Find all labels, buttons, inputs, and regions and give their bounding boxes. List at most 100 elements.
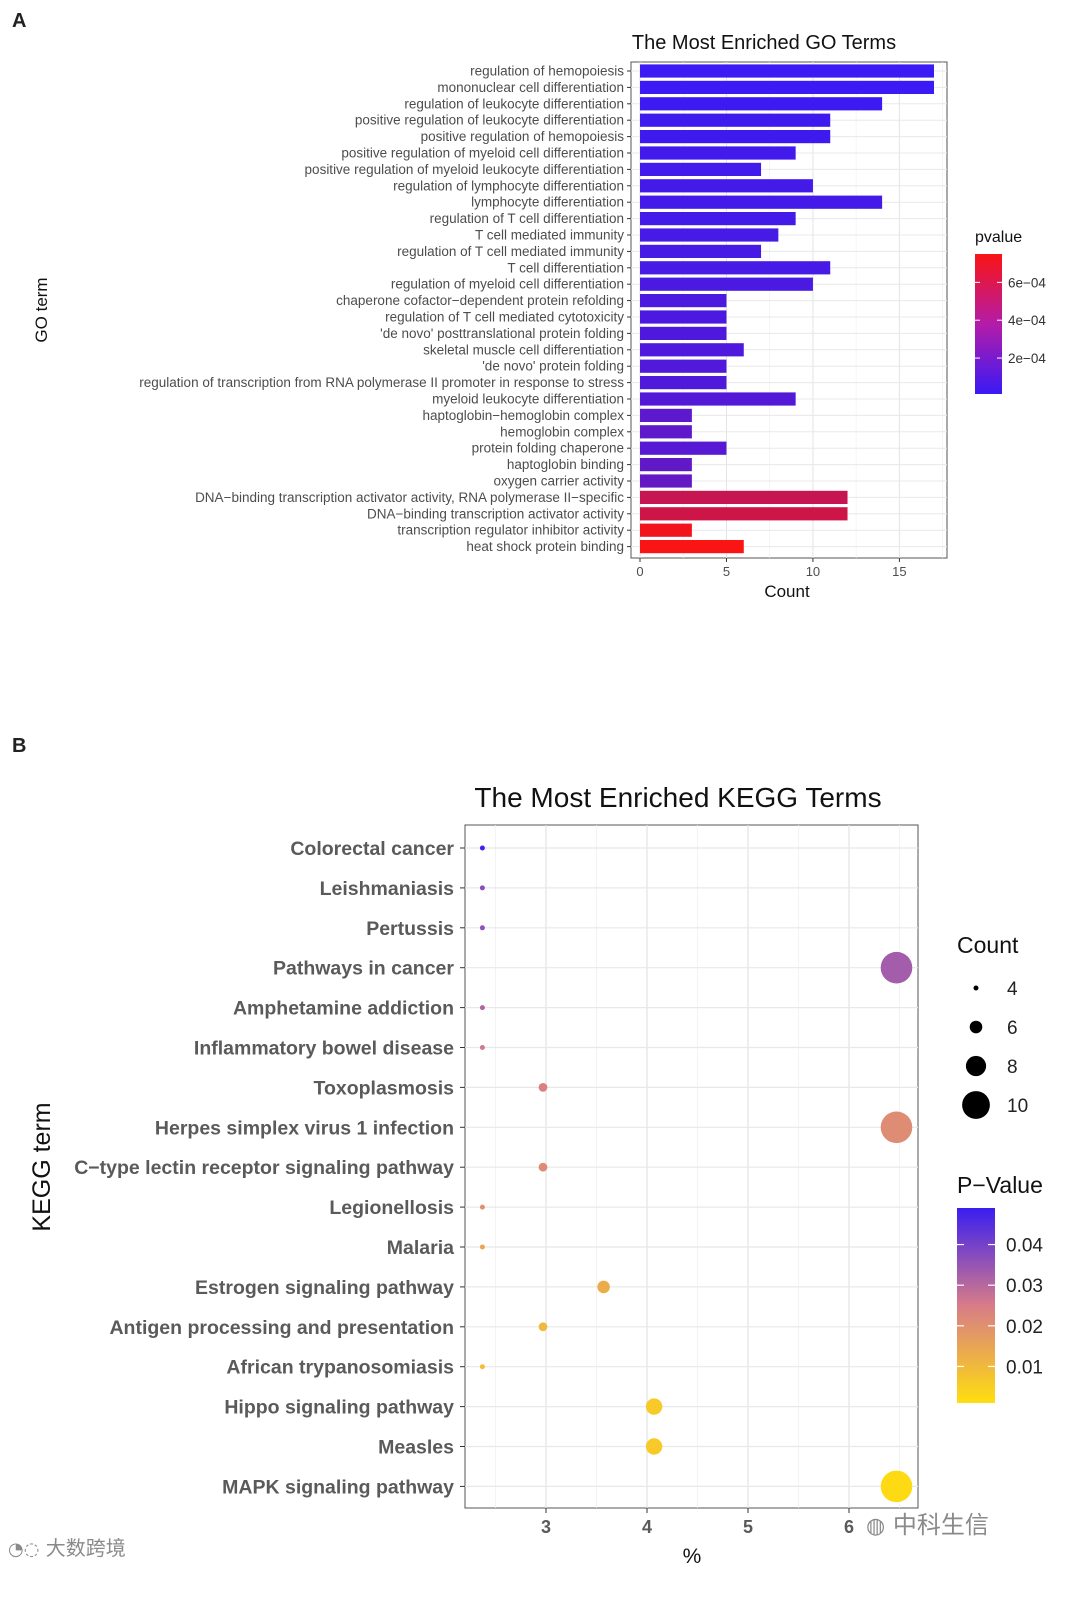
go-bar: [640, 376, 727, 390]
kegg-y-tick-label: Measles: [378, 1437, 454, 1459]
go-y-tick-label: T cell differentiation: [507, 260, 624, 275]
kegg-y-tick-label: Malaria: [387, 1237, 454, 1259]
kegg-x-tick-label: 6: [844, 1517, 854, 1537]
go-bar: [640, 507, 848, 521]
go-legend-tick-label: 6e−04: [1008, 275, 1046, 290]
go-y-tick-label: mononuclear cell differentiation: [437, 80, 624, 95]
kegg-y-tick-label: Herpes simplex virus 1 infection: [155, 1117, 454, 1139]
go-bar: [640, 212, 796, 226]
kegg-size-legend-label: 10: [1007, 1096, 1028, 1117]
go-y-tick-label: regulation of T cell differentiation: [430, 211, 624, 226]
kegg-point: [880, 1470, 913, 1503]
kegg-size-legend-label: 6: [1007, 1018, 1018, 1039]
go-bar: [640, 162, 762, 176]
go-bar: [640, 392, 796, 406]
go-bar: [640, 540, 744, 554]
kegg-size-legend-label: 4: [1007, 979, 1018, 1000]
go-bar: [640, 80, 934, 94]
go-bar: [640, 179, 813, 193]
go-y-tick-label: 'de novo' posttranslational protein fold…: [380, 326, 624, 341]
go-bar: [640, 113, 831, 127]
kegg-y-tick-label: Colorectal cancer: [290, 838, 454, 860]
kegg-size-legend-dot: [962, 1091, 990, 1119]
kegg-point: [479, 1204, 485, 1210]
kegg-color-legend-tick-label: 0.04: [1006, 1236, 1043, 1257]
kegg-point: [645, 1438, 663, 1455]
kegg-point: [538, 1083, 548, 1092]
kegg-y-tick-label: Toxoplasmosis: [313, 1077, 454, 1099]
kegg-point: [479, 925, 485, 931]
kegg-point: [538, 1162, 548, 1172]
kegg-y-tick-label: C−type lectin receptor signaling pathway: [74, 1157, 454, 1179]
go-bar: [640, 130, 831, 144]
kegg-y-axis-title: KEGG term: [28, 1102, 56, 1231]
go-bar: [640, 261, 831, 275]
kegg-point: [479, 1005, 485, 1011]
go-y-tick-label: regulation of hemopoiesis: [470, 64, 624, 79]
kegg-y-tick-label: Leishmaniasis: [320, 878, 455, 900]
go-y-tick-label: regulation of leukocyte differentiation: [404, 96, 624, 111]
kegg-chart-title: The Most Enriched KEGG Terms: [474, 782, 881, 813]
watermark-right-text: 中科生信: [892, 1511, 989, 1539]
go-y-tick-label: haptoglobin binding: [507, 457, 624, 472]
watermark-left: ◔◌ 大数跨境: [8, 1532, 126, 1561]
kegg-y-tick-label: Legionellosis: [329, 1197, 454, 1219]
kegg-point: [645, 1398, 663, 1415]
go-y-tick-label: DNA−binding transcription activator acti…: [195, 490, 624, 505]
kegg-point: [479, 845, 485, 851]
go-chart-title: The Most Enriched GO Terms: [632, 32, 896, 54]
kegg-size-legend-dot: [965, 1055, 987, 1077]
go-y-tick-label: DNA−binding transcription activator acti…: [367, 506, 624, 521]
go-y-tick-label: regulation of myeloid cell differentiati…: [391, 277, 624, 292]
kegg-x-axis-title: %: [683, 1545, 702, 1568]
go-y-tick-label: regulation of T cell mediated cytotoxici…: [385, 310, 624, 325]
kegg-x-tick-label: 4: [642, 1517, 652, 1537]
go-y-tick-label: haptoglobin−hemoglobin complex: [422, 408, 624, 423]
go-y-axis-title: GO term: [32, 277, 51, 342]
go-bar: [640, 294, 727, 308]
go-y-tick-label: lymphocyte differentiation: [471, 195, 624, 210]
go-bar: [640, 277, 813, 291]
go-legend-title: pvalue: [975, 229, 1022, 246]
kegg-y-tick-label: African trypanosomiasis: [226, 1357, 454, 1379]
kegg-size-legend-title: Count: [957, 932, 1019, 958]
go-bar: [640, 326, 727, 340]
watermark-logo-icon: ◔◌: [8, 1539, 40, 1560]
go-y-tick-label: regulation of T cell mediated immunity: [397, 244, 624, 259]
go-x-tick-label: 0: [636, 564, 643, 579]
go-x-tick-label: 10: [806, 564, 820, 579]
kegg-y-tick-label: MAPK signaling pathway: [222, 1476, 454, 1498]
go-y-tick-label: positive regulation of myeloid cell diff…: [341, 146, 624, 161]
kegg-point: [880, 1111, 913, 1144]
go-bar: [640, 523, 692, 537]
go-legend-colorbar: [975, 254, 1002, 394]
watermark-right: ◍ 中科生信: [866, 1505, 989, 1540]
go-bar: [640, 343, 744, 357]
kegg-y-tick-label: Pathways in cancer: [273, 958, 454, 980]
go-y-tick-label: regulation of lymphocyte differentiation: [393, 178, 624, 193]
go-y-tick-label: regulation of transcription from RNA pol…: [139, 375, 624, 390]
go-bar: [640, 195, 883, 209]
go-y-tick-label: 'de novo' protein folding: [482, 359, 624, 374]
kegg-y-tick-label: Pertussis: [366, 918, 454, 940]
go-y-tick-label: positive regulation of hemopoiesis: [421, 129, 625, 144]
go-y-tick-label: protein folding chaperone: [472, 441, 624, 456]
kegg-y-tick-label: Inflammatory bowel disease: [194, 1038, 454, 1060]
go-y-tick-label: hemoglobin complex: [500, 424, 624, 439]
go-bar: [640, 310, 727, 324]
go-bar: [640, 425, 692, 439]
go-bar: [640, 458, 692, 472]
go-y-tick-label: heat shock protein binding: [466, 539, 624, 554]
kegg-y-tick-label: Hippo signaling pathway: [224, 1397, 454, 1419]
kegg-y-tick-label: Antigen processing and presentation: [109, 1317, 454, 1339]
kegg-point: [538, 1322, 548, 1332]
go-bar: [640, 146, 796, 160]
go-bar: [640, 244, 762, 258]
kegg-size-legend-dot: [969, 1020, 983, 1034]
go-bar: [640, 490, 848, 504]
kegg-size-legend-dot: [973, 985, 979, 991]
kegg-point: [880, 951, 913, 984]
go-legend-tick-label: 2e−04: [1008, 351, 1046, 366]
go-y-tick-label: myeloid leukocyte differentiation: [432, 392, 624, 407]
